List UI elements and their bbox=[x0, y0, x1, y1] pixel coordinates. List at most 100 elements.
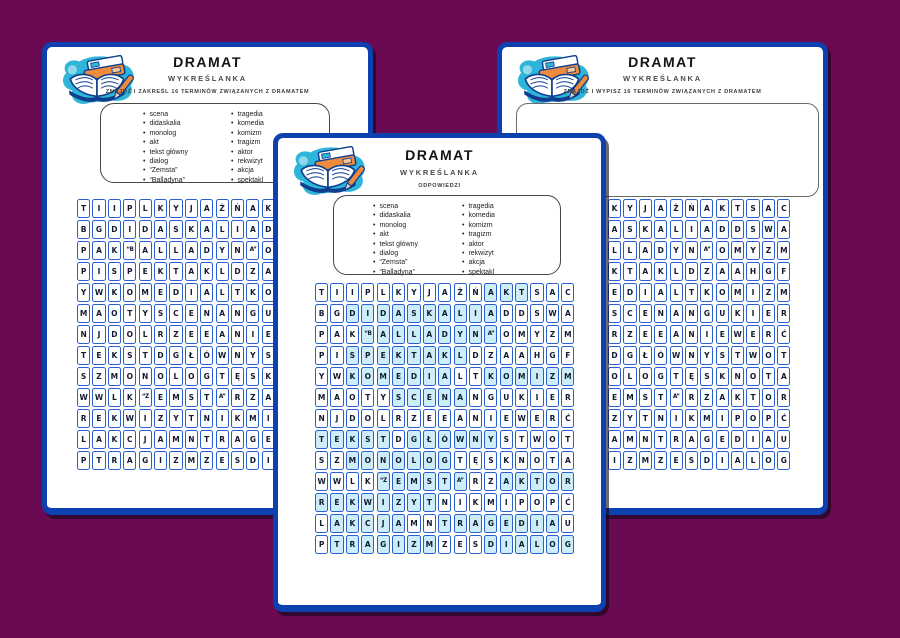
grid-cell: Y bbox=[669, 241, 683, 260]
grid-cell: L bbox=[77, 430, 91, 449]
grid-cell: A bbox=[777, 367, 791, 386]
grid-cell: K bbox=[153, 262, 168, 281]
grid-cell: S bbox=[607, 304, 622, 323]
grid-cell: N bbox=[77, 325, 91, 344]
grid-cell: T bbox=[138, 346, 152, 365]
grid-cell: I bbox=[746, 430, 760, 449]
grid-cell: G bbox=[246, 430, 260, 449]
grid-cell: Z bbox=[761, 241, 776, 260]
grid-cell: R bbox=[215, 430, 229, 449]
grid-cell: L bbox=[746, 451, 760, 470]
grid-cell: Y bbox=[623, 199, 637, 218]
grid-cell: L bbox=[169, 367, 183, 386]
grid-cell: P bbox=[545, 493, 560, 512]
grid-cell: O bbox=[261, 283, 275, 302]
grid-cell: O bbox=[761, 451, 776, 470]
grid-cell: I bbox=[230, 220, 245, 239]
grid-cell: G bbox=[330, 304, 344, 323]
grid-cell-highlighted: A bbox=[422, 346, 436, 365]
grid-cell: U bbox=[561, 514, 575, 533]
grid-cell: K bbox=[107, 409, 121, 428]
grid-cell-highlighted: M bbox=[422, 535, 436, 554]
grid-cell: L bbox=[376, 283, 390, 302]
grid-cell-highlighted: K bbox=[515, 472, 529, 491]
grid-cell: Ę bbox=[468, 451, 483, 470]
word-list-item: komizm bbox=[231, 129, 264, 138]
grid-cell-highlighted: Y bbox=[453, 325, 467, 344]
grid-cell: T bbox=[731, 199, 745, 218]
grid-cell: L bbox=[153, 241, 168, 260]
word-list-item: aktor bbox=[231, 148, 264, 157]
grid-cell: Ł bbox=[184, 346, 198, 365]
grid-cell: O bbox=[761, 346, 776, 365]
grid-cell-highlighted: Ł bbox=[422, 430, 436, 449]
grid-cell: A bbox=[153, 430, 168, 449]
book-pencil-logo-icon bbox=[59, 51, 137, 109]
grid-cell: Y bbox=[215, 241, 229, 260]
grid-cell: E bbox=[200, 325, 214, 344]
grid-cell: L bbox=[169, 241, 183, 260]
grid-cell-highlighted: I bbox=[376, 493, 390, 512]
grid-cell-highlighted: A bbox=[484, 283, 498, 302]
word-list-item: didaskalia bbox=[143, 119, 188, 128]
grid-cell: Y bbox=[623, 409, 637, 428]
grid-cell: A bbox=[200, 283, 214, 302]
grid-cell-highlighted: T bbox=[315, 430, 329, 449]
grid-cell: M bbox=[700, 409, 714, 428]
grid-cell: S bbox=[107, 262, 121, 281]
grid-cell: F bbox=[561, 346, 575, 365]
grid-cell: T bbox=[684, 283, 699, 302]
grid-cell: I bbox=[746, 283, 760, 302]
word-list-column-1: scenadidaskaliamonologakttekst głównydia… bbox=[143, 110, 188, 185]
grid-cell: I bbox=[453, 493, 467, 512]
grid-cell: W bbox=[761, 220, 776, 239]
grid-cell-highlighted: K bbox=[422, 304, 436, 323]
grid-cell-highlighted: J bbox=[376, 514, 390, 533]
grid-cell-highlighted: O bbox=[499, 367, 513, 386]
grid-cell: P bbox=[315, 535, 329, 554]
grid-cell: D bbox=[654, 241, 668, 260]
grid-cell: Ń bbox=[230, 199, 245, 218]
grid-cell: A bbox=[200, 220, 214, 239]
grid-cell: K bbox=[731, 304, 745, 323]
grid-cell: N bbox=[230, 241, 245, 260]
grid-cell: T bbox=[361, 388, 375, 407]
grid-cell: T bbox=[77, 199, 91, 218]
grid-cell: O bbox=[715, 283, 729, 302]
grid-cell: A bbox=[261, 388, 275, 407]
grid-cell-highlighted: D bbox=[376, 304, 390, 323]
grid-cell: U bbox=[777, 430, 791, 449]
grid-cell: G bbox=[700, 430, 714, 449]
grid-cell: O bbox=[345, 388, 359, 407]
grid-cell: N bbox=[200, 409, 214, 428]
grid-cell: Ć bbox=[561, 409, 575, 428]
grid-cell-highlighted: K bbox=[345, 367, 359, 386]
grid-cell: A bbox=[153, 220, 168, 239]
grid-cell: Z bbox=[330, 451, 344, 470]
grid-cell: S bbox=[184, 388, 198, 407]
grid-cell: E bbox=[422, 409, 436, 428]
grid-cell-highlighted: A bbox=[330, 514, 344, 533]
grid-cell: A bbox=[761, 199, 776, 218]
grid-cell: L bbox=[453, 367, 467, 386]
grid-cell: N bbox=[654, 409, 668, 428]
grid-cell: G bbox=[777, 451, 791, 470]
grid-cell: K bbox=[107, 346, 121, 365]
worksheet-page-answers: DRAMAT WYKREŚLANKA ODPOWIEDZI scenadidas… bbox=[273, 133, 606, 612]
grid-cell-highlighted: K bbox=[345, 493, 359, 512]
word-list-box: scenadidaskaliamonologakttekst głównydia… bbox=[333, 195, 561, 276]
grid-cell: O bbox=[153, 367, 168, 386]
grid-cell: I bbox=[138, 409, 152, 428]
grid-cell: A bbox=[700, 199, 714, 218]
grid-cell: I bbox=[684, 220, 699, 239]
grid-cell: N bbox=[515, 451, 529, 470]
grid-cell: E bbox=[715, 430, 729, 449]
grid-cell: I bbox=[345, 283, 359, 302]
grid-cell: N bbox=[468, 388, 483, 407]
grid-cell: E bbox=[438, 409, 452, 428]
grid-cell: M bbox=[484, 493, 498, 512]
grid-cell: K bbox=[107, 430, 121, 449]
grid-cell-highlighted: E bbox=[391, 472, 406, 491]
grid-cell: M bbox=[777, 283, 791, 302]
grid-cell-highlighted: T bbox=[330, 535, 344, 554]
